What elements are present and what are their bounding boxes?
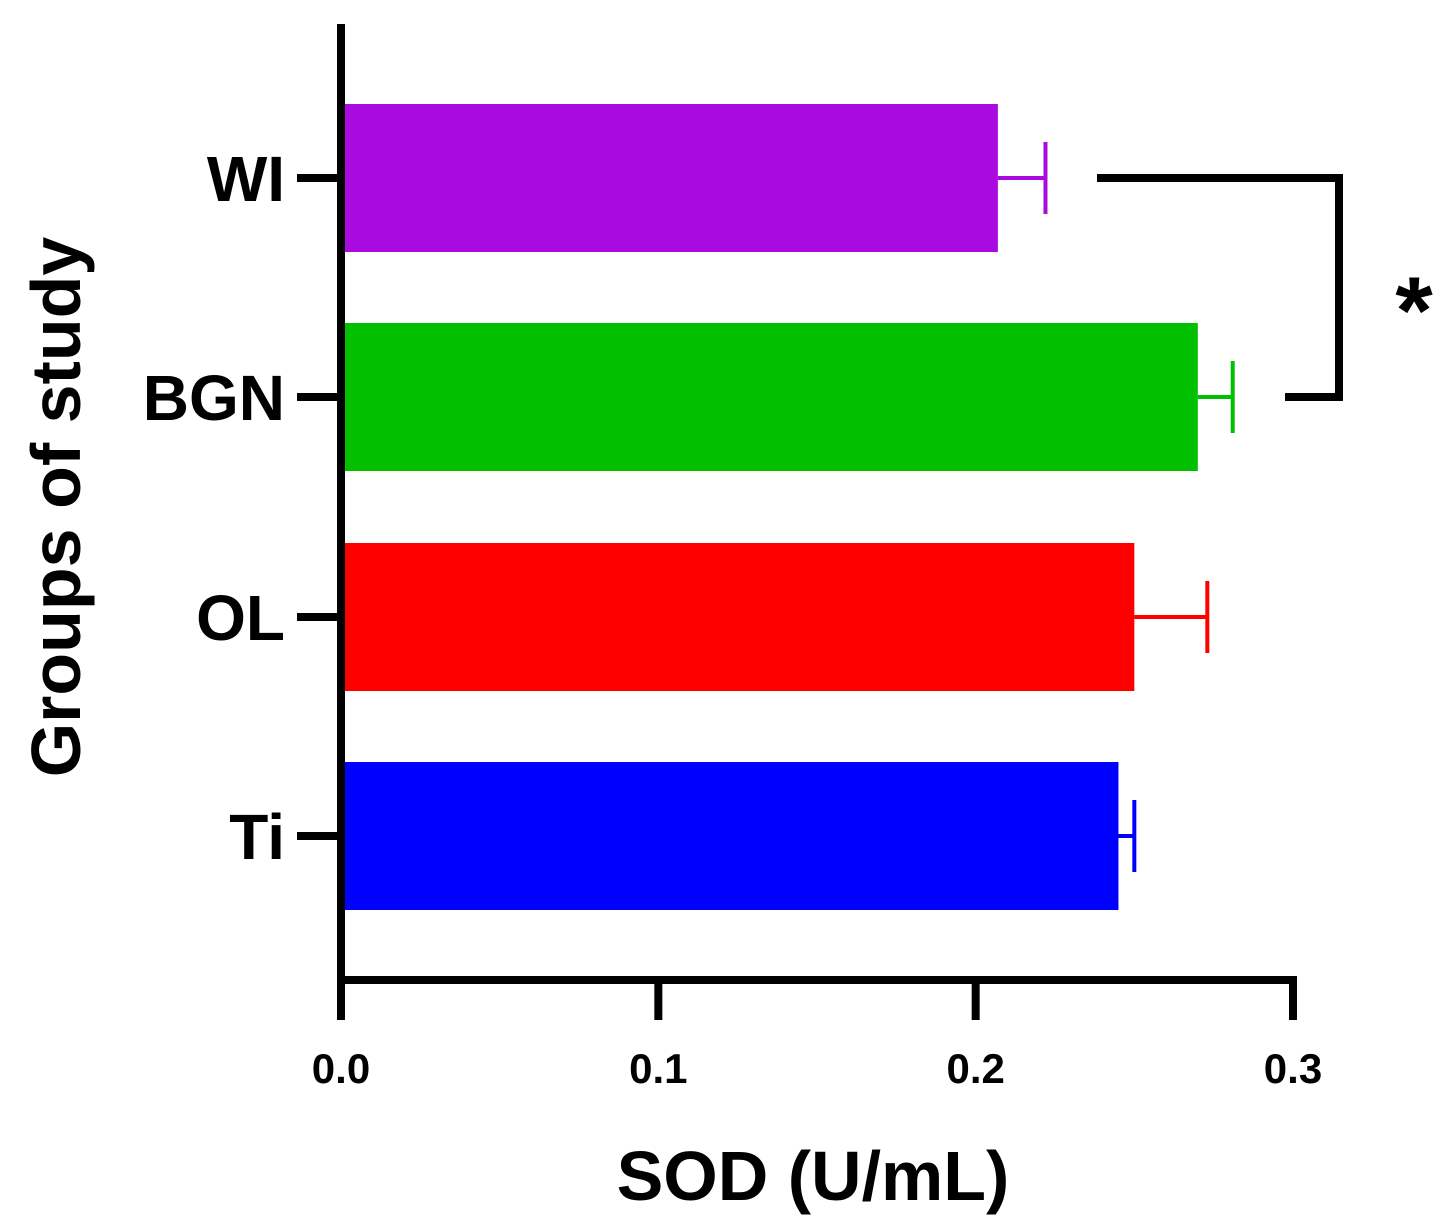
bar-bgn — [341, 323, 1198, 471]
x-tick-label-0: 0.0 — [312, 1045, 370, 1092]
y-tick-label-ti: Ti — [229, 801, 285, 873]
bar-wi — [341, 104, 998, 252]
x-tick-label-2: 0.2 — [946, 1045, 1004, 1092]
x-tick-label-3: 0.3 — [1264, 1045, 1322, 1092]
y-tick-label-ol: OL — [196, 582, 285, 654]
bar-ti — [341, 762, 1119, 910]
x-axis-title: SOD (U/mL) — [617, 1137, 1010, 1215]
significance-label: * — [1395, 258, 1433, 365]
x-tick-label-1: 0.1 — [629, 1045, 687, 1092]
bars-layer — [341, 104, 1198, 910]
error-bars-layer — [997, 142, 1235, 872]
y-tick-label-bgn: BGN — [143, 362, 285, 434]
bar-ol — [341, 543, 1135, 691]
x-ticks: 0.0 0.1 0.2 0.3 — [312, 980, 1322, 1092]
y-tick-label-wi: WI — [207, 143, 285, 215]
y-axis-title: Groups of study — [17, 237, 95, 778]
significance-bracket — [1097, 174, 1343, 401]
y-ticks: WI BGN OL Ti — [143, 143, 341, 873]
significance-layer: * — [1097, 174, 1433, 401]
